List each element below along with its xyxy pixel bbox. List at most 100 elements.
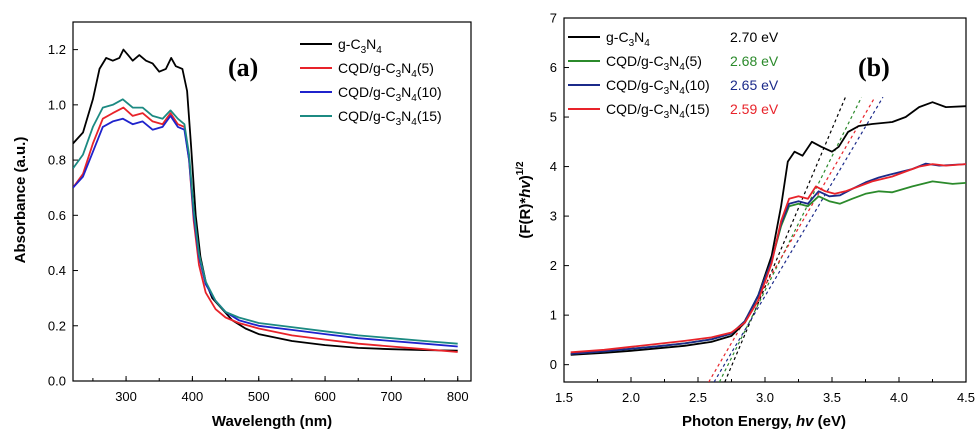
panel-b-y-axis-title-italic: hv (517, 179, 534, 198)
y-tick-label: 1.0 (48, 97, 66, 112)
legend-label-subscript: 3 (664, 62, 670, 73)
legend-label-part: CQD/g-C (338, 60, 396, 76)
x-tick-label: 2.5 (689, 390, 707, 405)
legend-label-part: N (669, 77, 679, 93)
legend-label-subscript: 3 (396, 93, 402, 104)
x-tick-label: 700 (381, 389, 403, 404)
series-line (73, 98, 458, 345)
y-tick-label: 4 (550, 159, 557, 174)
legend-label: CQD/g-C3N4(15) (606, 101, 710, 121)
legend-label-subscript: 4 (411, 69, 417, 80)
x-tick-label: 800 (447, 389, 469, 404)
panel-a: 300 400 500 600 700 8000.00.20.40.60.81.01.2 … (12, 21, 472, 430)
legend-label: g-C3N4 (606, 29, 650, 49)
legend-label: CQD/g-C3N4(5) (606, 53, 702, 73)
bandgap-value: 2.59 eV (730, 101, 779, 117)
panel-b-series (570, 101, 966, 356)
tangent-line (708, 96, 876, 382)
x-tick-label: 400 (182, 389, 204, 404)
bandgap-value: 2.70 eV (730, 29, 779, 45)
series-line (570, 101, 966, 356)
x-tick-label: 4.5 (957, 390, 975, 405)
legend-label-part: g-C (338, 36, 361, 52)
y-tick-label: 2 (550, 258, 557, 273)
panel-b-tangent-lines (708, 96, 884, 382)
legend-label-subscript: 3 (361, 45, 367, 56)
legend-label-subscript: 4 (679, 62, 685, 73)
legend-label-subscript: 3 (629, 38, 635, 49)
panel-b-y-axis-title-part1: (F(R)* (517, 198, 534, 239)
legend-label: g-C3N4 (338, 36, 382, 56)
y-tick-label: 0 (550, 357, 557, 372)
bandgap-value: 2.65 eV (730, 77, 779, 93)
legend-label-subscript: 4 (411, 117, 417, 128)
legend-label-subscript: 3 (396, 117, 402, 128)
legend-label-part: (5) (417, 60, 434, 76)
y-tick-label: 0.8 (48, 153, 66, 168)
legend-label-subscript: 4 (411, 93, 417, 104)
legend-label: CQD/g-C3N4(15) (338, 108, 442, 128)
series-line (73, 106, 458, 353)
y-tick-label: 6 (550, 60, 557, 75)
panel-b-x-axis-title: Photon Energy, hv (eV) (682, 413, 846, 430)
legend-label-part: (10) (417, 84, 442, 100)
legend-label-subscript: 4 (376, 45, 382, 56)
legend-label-part: g-C (606, 29, 629, 45)
panel-a-ticks: 300 400 500 600 700 800 0.0 0.2 0.4 0.6 0.8 1.0 1.2 (48, 42, 469, 404)
panel-a-y-axis-title: Absorbance (a.u.) (12, 137, 29, 264)
legend-label-subscript: 3 (664, 86, 670, 97)
y-tick-label: 0.4 (48, 263, 66, 278)
legend-label-part: N (401, 108, 411, 124)
x-tick-label: 3.0 (756, 390, 774, 405)
legend-label-subscript: 3 (396, 69, 402, 80)
x-tick-label: 2.0 (622, 390, 640, 405)
x-tick-label: 300 (115, 389, 137, 404)
legend-label-part: CQD/g-C (606, 77, 664, 93)
panel-a-legend: g-C3N4CQD/g-C3N4(5)CQD/g-C3N4(10)CQD/g-C… (300, 36, 442, 128)
panel-b-y-axis-title-part3: ) (517, 175, 534, 180)
panel-b-label: (b) (858, 53, 890, 82)
legend-label-part: CQD/g-C (606, 53, 664, 69)
tangent-line (724, 97, 846, 382)
legend-label-subscript: 4 (679, 86, 685, 97)
legend-label: CQD/g-C3N4(10) (606, 77, 710, 97)
legend-label: CQD/g-C3N4(10) (338, 84, 442, 104)
legend-label-part: (5) (685, 53, 702, 69)
series-line (570, 163, 966, 354)
y-tick-label: 7 (550, 11, 557, 26)
legend-label-part: (15) (417, 108, 442, 124)
panel-a-frame (72, 21, 472, 382)
x-tick-label: 500 (248, 389, 270, 404)
panel-b-x-axis-title-italic: hv (796, 413, 815, 430)
legend-label-part: N (669, 53, 679, 69)
x-tick-label: 1.5 (555, 390, 573, 405)
legend-label-part: N (401, 60, 411, 76)
panel-a-series (73, 48, 458, 353)
legend-label-subscript: 3 (664, 110, 670, 121)
bandgap-value: 2.68 eV (730, 53, 779, 69)
legend-label-part: (15) (685, 101, 710, 117)
legend-label-subscript: 4 (679, 110, 685, 121)
x-tick-label: 600 (314, 389, 336, 404)
panel-b-x-axis-title-suffix: (eV) (813, 413, 846, 430)
y-tick-label: 1 (550, 308, 557, 323)
legend-label-part: N (401, 84, 411, 100)
y-tick-label: 1.2 (48, 42, 66, 57)
tangent-line (718, 96, 863, 382)
panel-b-y-axis-title: (F(R)*hv)1/2 (515, 161, 534, 239)
panel-a-x-axis-title: Wavelength (nm) (212, 413, 332, 430)
legend-label-part: CQD/g-C (338, 108, 396, 124)
legend-label-part: (10) (685, 77, 710, 93)
x-tick-label: 4.0 (890, 390, 908, 405)
legend-label: CQD/g-C3N4(5) (338, 60, 434, 80)
legend-label-subscript: 4 (644, 38, 650, 49)
y-tick-label: 5 (550, 110, 557, 125)
legend-label-part: N (366, 36, 376, 52)
x-tick-label: 3.5 (823, 390, 841, 405)
panel-b-frame (563, 17, 967, 383)
legend-label-part: N (634, 29, 644, 45)
